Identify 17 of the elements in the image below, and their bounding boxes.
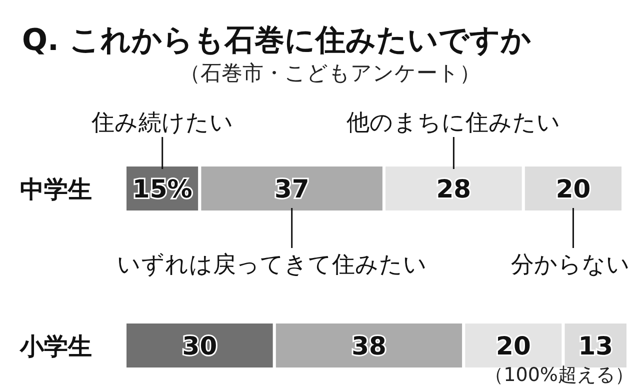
data-label: 20 <box>556 174 591 204</box>
series-label: 他のまちに住みたい <box>346 110 561 136</box>
data-label: 13 <box>578 332 614 360</box>
y-tick-label: 中学生 <box>20 176 92 204</box>
series-label: いずれは戻ってきて住みたい <box>116 252 427 278</box>
data-label: 20 <box>496 332 531 360</box>
series-label: 住み続けたい <box>90 110 234 136</box>
data-label: 15% <box>132 174 192 204</box>
data-label: 38 <box>352 332 386 360</box>
data-label: 37 <box>274 174 310 204</box>
chart-subtitle: （石巻市・こどもアンケート） <box>180 61 480 85</box>
chart-title: Q. これからも石巻に住みたいですか <box>22 23 532 58</box>
data-label: 28 <box>436 174 472 204</box>
y-tick-label: 小学生 <box>19 332 92 360</box>
annotation: （100%超える） <box>484 364 634 386</box>
data-label: 30 <box>182 332 218 360</box>
series-label: 分からない <box>511 252 630 278</box>
